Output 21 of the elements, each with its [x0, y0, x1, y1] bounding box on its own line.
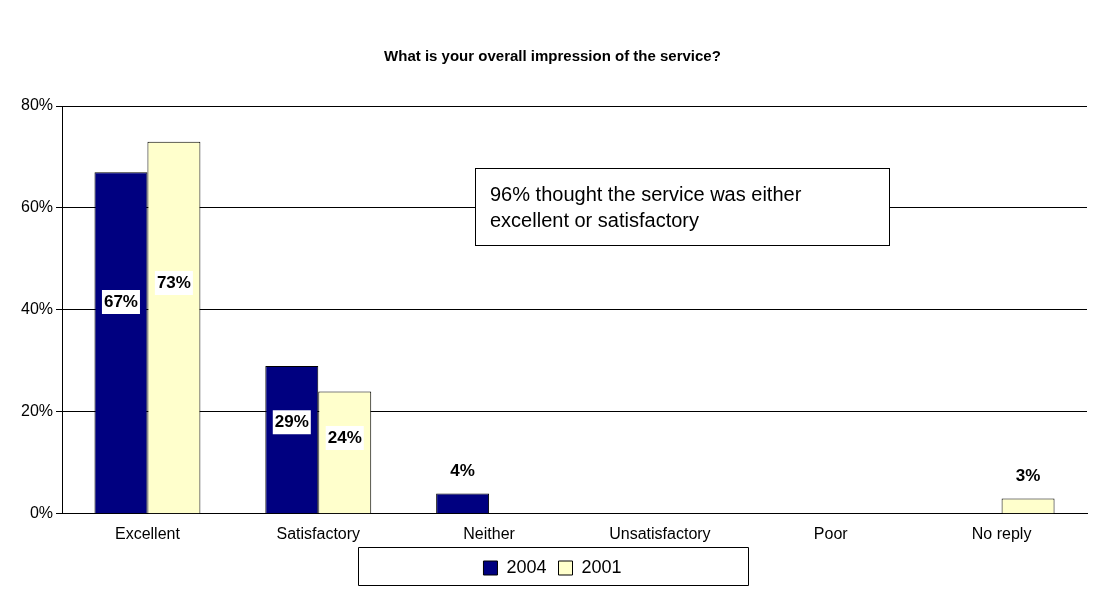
y-tick-label: 20%: [20, 402, 54, 420]
note-box: 96% thought the service was either excellent or satisfactory: [475, 168, 890, 246]
x-tick-label: Excellent: [114, 524, 181, 542]
x-tick-label: Poor: [813, 524, 849, 542]
data-label: 3%: [1015, 466, 1041, 486]
y-tick-label: 0%: [29, 504, 54, 522]
chart-title: What is your overall impression of the service?: [384, 47, 721, 65]
x-tick-label: Satisfactory: [276, 524, 361, 542]
legend-label: 2001: [581, 556, 622, 577]
data-label: 67%: [103, 291, 138, 311]
data-label: 29%: [274, 411, 309, 431]
x-tick-label: Unsatisfactory: [609, 524, 711, 542]
y-tick-label: 80%: [20, 96, 54, 114]
y-tick-label: 60%: [20, 198, 54, 216]
x-tick-label: No reply: [971, 524, 1032, 542]
data-label: 73%: [156, 272, 191, 292]
y-tick-label: 40%: [20, 300, 54, 318]
data-label: 4%: [450, 461, 475, 481]
legend-label: 2004: [506, 556, 547, 577]
x-tick-label: Neither: [463, 524, 516, 542]
data-label: 24%: [327, 427, 362, 447]
